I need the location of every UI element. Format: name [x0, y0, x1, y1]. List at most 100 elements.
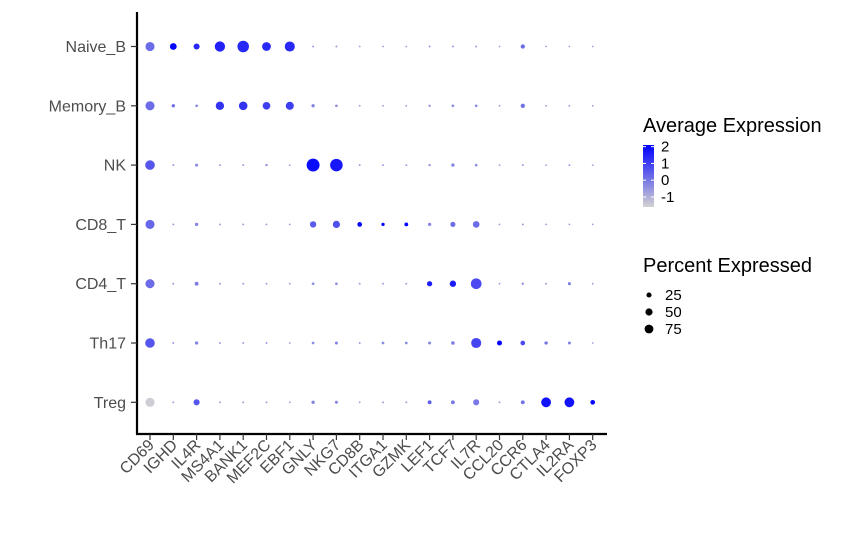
dot-point	[567, 341, 571, 345]
dot-point	[544, 341, 548, 345]
x-axis-ticks: CD69IGHDIL4RMS4A1BANK1MEF2CEBF1GNLYNKG7C…	[117, 434, 601, 487]
dot-point	[382, 104, 384, 107]
dot-point	[520, 103, 525, 108]
dot-point	[358, 45, 361, 48]
size-legend-label: 25	[665, 287, 682, 304]
color-legend-ticks: 210-1	[643, 139, 674, 206]
dot-point	[545, 282, 548, 285]
dot-point	[334, 341, 338, 345]
dot-point	[498, 282, 501, 285]
dot-point	[335, 282, 338, 286]
dot-point	[470, 278, 482, 290]
dot-point	[284, 41, 295, 52]
color-legend-tick-label: -1	[661, 189, 674, 206]
color-legend-tick-label: 0	[661, 172, 669, 189]
color-legend-bar	[643, 145, 654, 207]
dot-point	[451, 341, 455, 345]
dot-point	[450, 400, 455, 405]
dot-point	[145, 397, 155, 407]
dot-point	[311, 282, 315, 286]
size-legend-title: Percent Expressed	[643, 255, 812, 277]
dot-point	[218, 401, 221, 404]
dot-point	[311, 104, 315, 108]
dot-point	[568, 45, 571, 48]
dot-point	[498, 104, 501, 107]
dot-point	[381, 222, 385, 227]
dot-point	[382, 164, 384, 167]
dot-point	[145, 160, 155, 170]
dot-point	[545, 223, 547, 226]
dot-point	[193, 399, 200, 406]
dot-point	[169, 43, 177, 50]
dot-point	[195, 163, 199, 167]
dot-point	[428, 163, 431, 167]
dot-point	[520, 44, 525, 49]
dot-point	[288, 342, 291, 344]
dot-point	[237, 40, 249, 53]
dot-point	[172, 342, 175, 344]
dot-point	[520, 400, 525, 405]
dot-point	[567, 282, 571, 286]
y-tick-label: Naive_B	[66, 39, 126, 56]
dot-point	[238, 101, 248, 111]
dot-point	[381, 341, 385, 345]
dot-point	[218, 223, 221, 226]
dot-point	[590, 399, 596, 405]
dot-point	[306, 158, 320, 172]
dot-point	[218, 164, 221, 167]
dot-point	[545, 104, 547, 107]
dot-point	[591, 164, 594, 167]
dot-point	[145, 219, 155, 229]
dot-point	[242, 223, 245, 226]
dot-point	[449, 280, 457, 287]
dot-point	[521, 164, 524, 167]
dot-point	[332, 220, 340, 228]
dot-point	[145, 41, 155, 52]
dot-point	[215, 101, 225, 110]
color-legend: Average Expression 210-1	[643, 115, 822, 207]
dot-point	[193, 43, 200, 50]
dot-point	[145, 338, 155, 348]
dot-point	[451, 104, 455, 108]
dot-point	[568, 104, 571, 107]
dot-point	[382, 45, 384, 48]
dot-point	[357, 222, 363, 227]
dot-point	[335, 104, 338, 108]
dot-point	[405, 45, 408, 48]
dot-point	[288, 164, 291, 167]
dot-point	[450, 221, 456, 227]
dot-point	[591, 223, 594, 226]
dot-point	[145, 279, 155, 289]
dot-point	[427, 222, 432, 227]
dot-point	[428, 45, 431, 48]
color-legend-tick-label: 1	[661, 155, 669, 172]
dot-point	[262, 101, 271, 110]
dot-point	[194, 341, 199, 345]
dot-point	[358, 342, 361, 344]
y-tick-label: Th17	[90, 336, 127, 353]
dot-point	[564, 397, 575, 408]
color-legend-title: Average Expression	[643, 115, 822, 137]
y-tick-label: NK	[104, 158, 127, 175]
dot-point	[496, 340, 503, 346]
dot-point	[405, 401, 408, 404]
y-tick-label: CD4_T	[75, 276, 126, 293]
dot-point	[288, 401, 291, 404]
size-legend-dot	[646, 292, 652, 298]
dot-point	[218, 282, 221, 285]
dot-point	[172, 401, 175, 404]
dot-point	[521, 282, 524, 285]
dot-point	[265, 342, 268, 344]
dot-point	[311, 341, 315, 345]
dot-point	[404, 222, 409, 227]
dot-point	[311, 400, 315, 404]
size-legend-label: 50	[665, 304, 682, 321]
dot-point	[262, 42, 271, 51]
dot-point	[335, 45, 338, 48]
dot-point	[404, 341, 408, 345]
y-axis-ticks: Treg Th17 CD4_T CD8_T NK Memory_B Naive_B	[49, 39, 137, 412]
dot-point	[498, 401, 501, 404]
dot-point	[474, 104, 478, 108]
dot-point	[428, 341, 432, 345]
